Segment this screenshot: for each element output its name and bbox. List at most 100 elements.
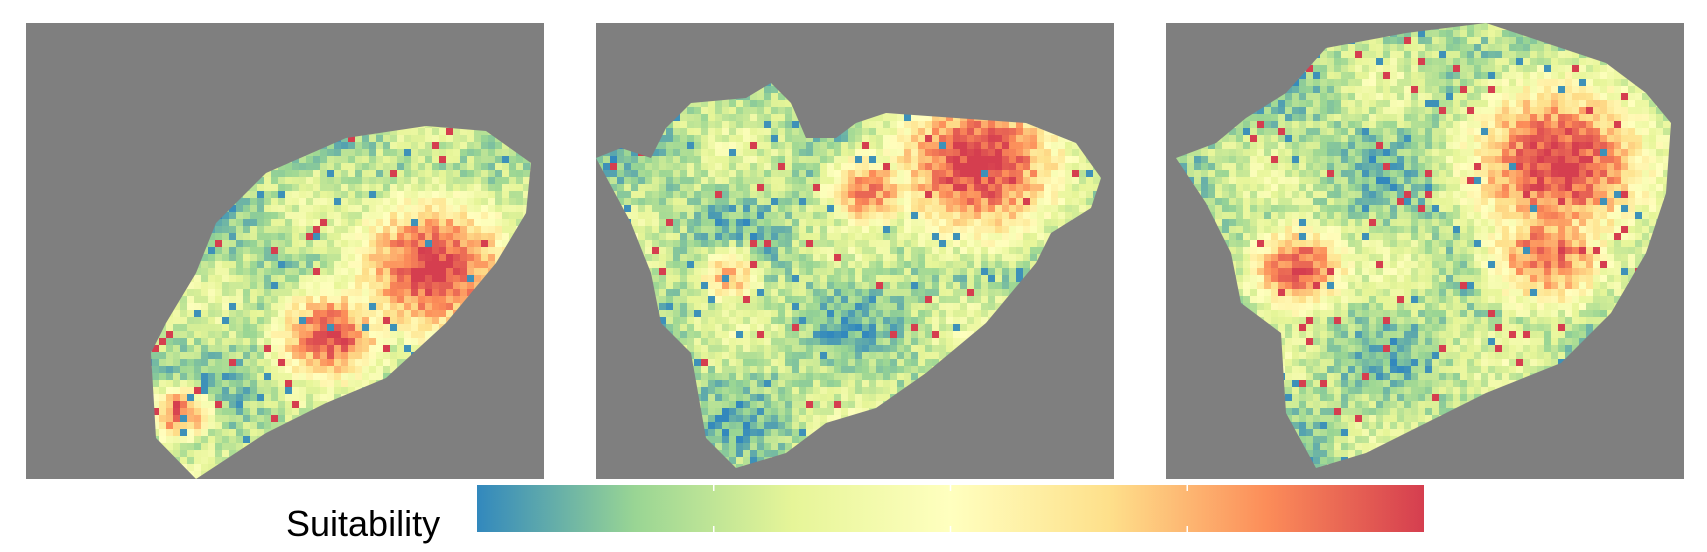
- raster-cell: [159, 177, 166, 184]
- raster-cell: [715, 30, 722, 37]
- raster-cell: [334, 191, 341, 198]
- raster-cell: [460, 275, 467, 282]
- raster-cell: [250, 324, 257, 331]
- raster-cell: [523, 30, 530, 37]
- raster-cell: [320, 107, 327, 114]
- raster-cell: [257, 415, 264, 422]
- raster-cell: [509, 226, 516, 233]
- raster-cell: [292, 205, 299, 212]
- raster-cell: [481, 415, 488, 422]
- raster-cell: [103, 51, 110, 58]
- raster-cell: [530, 387, 531, 394]
- raster-cell: [40, 107, 47, 114]
- raster-cell: [278, 163, 285, 170]
- raster-cell: [680, 23, 687, 30]
- raster-cell: [474, 184, 481, 191]
- raster-cell: [26, 345, 33, 352]
- raster-cell: [460, 429, 467, 436]
- raster-cell: [285, 450, 292, 457]
- raster-cell: [418, 352, 425, 359]
- raster-cell: [47, 331, 54, 338]
- raster-cell: [264, 79, 271, 86]
- raster-cell: [96, 93, 103, 100]
- raster-cell: [313, 233, 320, 240]
- raster-cell: [418, 310, 425, 317]
- raster-cell: [26, 296, 33, 303]
- raster-cell: [390, 51, 397, 58]
- raster-cell: [47, 338, 54, 345]
- raster-cell: [257, 275, 264, 282]
- raster-cell: [523, 163, 530, 170]
- raster-cell: [250, 198, 257, 205]
- raster-cell: [40, 79, 47, 86]
- raster-cell: [285, 415, 292, 422]
- raster-cell: [151, 443, 152, 450]
- raster-cell: [320, 345, 327, 352]
- raster-cell: [236, 254, 243, 261]
- raster-cell: [425, 37, 432, 44]
- raster-cell: [26, 191, 33, 198]
- raster-cell: [320, 303, 327, 310]
- raster-cell: [453, 219, 460, 226]
- raster-cell: [201, 345, 208, 352]
- raster-cell: [278, 65, 285, 72]
- raster-cell: [145, 65, 152, 72]
- raster-cell: [222, 338, 229, 345]
- raster-cell: [40, 464, 47, 471]
- raster-cell: [271, 345, 278, 352]
- raster-cell: [194, 126, 201, 128]
- raster-cell: [159, 219, 166, 226]
- raster-cell: [1002, 23, 1009, 30]
- raster-cell: [390, 156, 397, 163]
- raster-cell: [362, 226, 369, 233]
- raster-cell: [320, 310, 327, 317]
- raster-cell: [306, 471, 313, 478]
- raster-cell: [124, 86, 131, 93]
- raster-cell: [502, 268, 509, 275]
- raster-cell: [348, 457, 355, 464]
- raster-cell: [369, 51, 376, 58]
- raster-cell: [397, 163, 404, 170]
- raster-cell: [250, 268, 257, 275]
- raster-cell: [110, 205, 117, 212]
- raster-cell: [502, 177, 509, 184]
- raster-cell: [152, 352, 159, 359]
- raster-cell: [89, 107, 96, 114]
- raster-cell: [257, 247, 264, 254]
- raster-cell: [495, 170, 502, 177]
- raster-cell: [271, 128, 278, 135]
- raster-cell: [250, 464, 257, 471]
- raster-cell: [530, 464, 531, 471]
- raster-cell: [425, 436, 432, 443]
- raster-cell: [334, 30, 341, 37]
- raster-cell: [180, 296, 187, 303]
- raster-cell: [516, 170, 523, 177]
- raster-cell: [124, 107, 131, 114]
- raster-cell: [502, 478, 509, 479]
- raster-cell: [334, 86, 341, 93]
- raster-cell: [376, 366, 383, 373]
- raster-cell: [47, 51, 54, 58]
- raster-cell: [516, 331, 523, 338]
- raster-cell: [446, 100, 453, 107]
- raster-cell: [369, 37, 376, 44]
- raster-cell: [432, 205, 439, 212]
- raster-cell: [467, 30, 474, 37]
- raster-cell: [509, 86, 516, 93]
- raster-cell: [180, 30, 187, 37]
- raster-cell: [243, 464, 250, 471]
- raster-cell: [481, 100, 488, 107]
- raster-cell: [537, 184, 544, 191]
- raster-cell: [376, 359, 383, 366]
- raster-cell: [89, 114, 96, 121]
- raster-cell: [446, 429, 453, 436]
- raster-cell: [187, 422, 194, 429]
- raster-cell: [362, 156, 369, 163]
- raster-cell: [110, 128, 117, 135]
- raster-cell: [474, 37, 481, 44]
- raster-cell: [327, 149, 334, 156]
- raster-cell: [292, 93, 299, 100]
- raster-cell: [180, 44, 187, 51]
- raster-cell: [75, 30, 82, 37]
- raster-cell: [313, 128, 320, 135]
